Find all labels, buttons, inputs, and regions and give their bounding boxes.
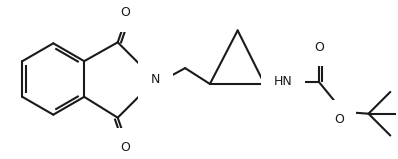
Text: HN: HN <box>274 76 293 88</box>
Text: O: O <box>334 113 344 126</box>
Text: O: O <box>314 41 324 54</box>
Text: O: O <box>121 141 131 154</box>
Text: N: N <box>151 73 160 86</box>
Text: O: O <box>121 6 131 19</box>
